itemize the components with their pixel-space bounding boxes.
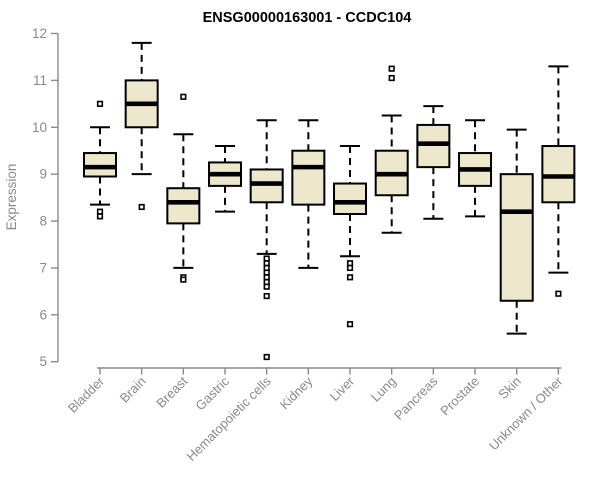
boxplot-hematopoietic-cells — [249, 119, 284, 361]
boxplot-brain — [124, 41, 159, 211]
iqr-box — [166, 187, 201, 225]
boxplot-pancreas — [416, 105, 451, 220]
iqr-box — [499, 173, 534, 302]
outlier-point — [96, 213, 104, 220]
outlier-point — [263, 283, 270, 290]
x-tick-label: Lung — [368, 374, 399, 405]
iqr-box — [249, 168, 284, 204]
y-tick-label: 5 — [39, 354, 47, 369]
outlier-point — [555, 290, 562, 297]
boxplot-liver — [333, 145, 368, 328]
outlier-point — [180, 93, 187, 100]
chart-title: ENSG00000163001 - CCDC104 — [203, 10, 412, 26]
x-tick-label: Breast — [153, 373, 190, 410]
iqr-box — [291, 149, 326, 206]
iqr-box — [83, 152, 117, 178]
boxplot-unknown-other — [541, 65, 576, 297]
boxplot-breast — [166, 93, 201, 283]
y-tick-label: 9 — [39, 167, 47, 182]
outlier-point — [263, 353, 270, 361]
outlier-point — [263, 292, 270, 300]
outlier-point — [346, 264, 354, 272]
iqr-box — [416, 123, 451, 169]
outlier-point — [346, 274, 354, 281]
x-tick-label: Gastric — [192, 373, 232, 413]
y-tick-label: 11 — [33, 73, 47, 88]
x-tick-label: Unknown / Other — [486, 373, 566, 453]
boxplot-kidney — [291, 119, 326, 269]
iqr-box — [541, 145, 576, 204]
y-tick-label: 10 — [32, 120, 47, 135]
boxplot-bladder — [83, 100, 117, 220]
y-tick-label: 7 — [39, 260, 47, 275]
x-tick-label: Pancreas — [391, 373, 441, 423]
y-axis: 5 6 7 8 9 10 11 12 — [32, 26, 59, 369]
outlier-point — [96, 100, 104, 107]
outlier-point — [388, 74, 395, 82]
x-tick-label: Brain — [117, 374, 149, 406]
iqr-box — [333, 182, 368, 216]
outlier-point — [138, 203, 145, 211]
x-tick-label: Kidney — [277, 373, 316, 412]
y-axis-label: Expression — [4, 164, 19, 231]
outlier-point — [346, 321, 354, 328]
x-tick-label: Prostate — [437, 374, 482, 419]
boxplot-lung — [374, 65, 409, 234]
outlier-point — [180, 276, 187, 283]
boxplot-prostate — [458, 119, 493, 218]
y-tick-label: 8 — [39, 214, 47, 229]
outlier-point — [388, 65, 395, 72]
x-tick-label: Bladder — [65, 373, 108, 416]
x-tick-label: Skin — [495, 374, 523, 402]
y-tick-label: 6 — [39, 307, 47, 322]
boxplot-skin — [499, 128, 534, 335]
boxplot-series — [83, 41, 576, 361]
boxplot-gastric — [208, 145, 243, 213]
y-tick-label: 12 — [32, 26, 47, 41]
x-tick-label: Liver — [327, 373, 358, 404]
